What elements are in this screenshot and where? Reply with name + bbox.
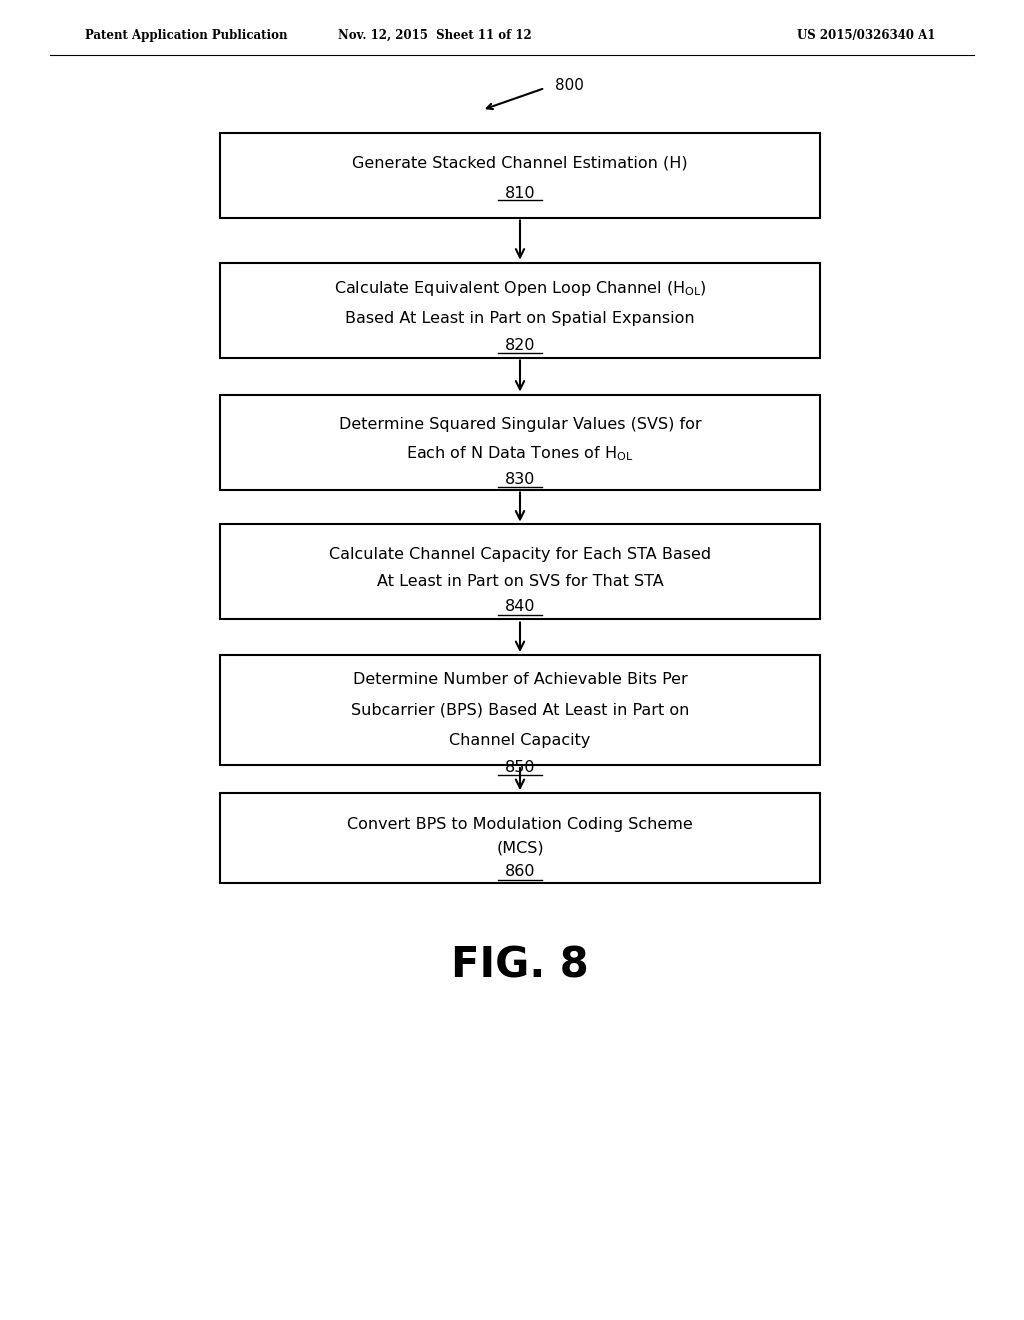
Text: Subcarrier (BPS) Based At Least in Part on: Subcarrier (BPS) Based At Least in Part … xyxy=(351,702,689,718)
Text: Calculate Channel Capacity for Each STA Based: Calculate Channel Capacity for Each STA … xyxy=(329,546,711,561)
Text: Calculate Equivalent Open Loop Channel (H$_{\mathregular{OL}}$): Calculate Equivalent Open Loop Channel (… xyxy=(334,279,707,297)
Text: 860: 860 xyxy=(505,865,536,879)
Text: Channel Capacity: Channel Capacity xyxy=(450,733,591,747)
Text: Generate Stacked Channel Estimation (H): Generate Stacked Channel Estimation (H) xyxy=(352,156,688,170)
Text: US 2015/0326340 A1: US 2015/0326340 A1 xyxy=(797,29,935,41)
Text: 800: 800 xyxy=(555,78,584,92)
Text: 820: 820 xyxy=(505,338,536,352)
Text: At Least in Part on SVS for That STA: At Least in Part on SVS for That STA xyxy=(377,574,664,590)
Text: 840: 840 xyxy=(505,599,536,615)
Text: 830: 830 xyxy=(505,471,536,487)
FancyBboxPatch shape xyxy=(220,132,820,218)
FancyBboxPatch shape xyxy=(220,793,820,883)
Text: Determine Number of Achievable Bits Per: Determine Number of Achievable Bits Per xyxy=(352,672,687,688)
Text: 850: 850 xyxy=(505,759,536,775)
Text: Determine Squared Singular Values (SVS) for: Determine Squared Singular Values (SVS) … xyxy=(339,417,701,432)
FancyBboxPatch shape xyxy=(220,395,820,490)
FancyBboxPatch shape xyxy=(220,263,820,358)
Text: Patent Application Publication: Patent Application Publication xyxy=(85,29,288,41)
Text: 810: 810 xyxy=(505,186,536,201)
Text: (MCS): (MCS) xyxy=(497,841,544,855)
FancyBboxPatch shape xyxy=(220,655,820,766)
FancyBboxPatch shape xyxy=(220,524,820,619)
Text: Based At Least in Part on Spatial Expansion: Based At Least in Part on Spatial Expans… xyxy=(345,310,695,326)
Text: FIG. 8: FIG. 8 xyxy=(452,944,589,986)
Text: Convert BPS to Modulation Coding Scheme: Convert BPS to Modulation Coding Scheme xyxy=(347,817,693,832)
Text: Each of N Data Tones of H$_{\mathregular{OL}}$: Each of N Data Tones of H$_{\mathregular… xyxy=(407,445,634,463)
Text: Nov. 12, 2015  Sheet 11 of 12: Nov. 12, 2015 Sheet 11 of 12 xyxy=(338,29,531,41)
